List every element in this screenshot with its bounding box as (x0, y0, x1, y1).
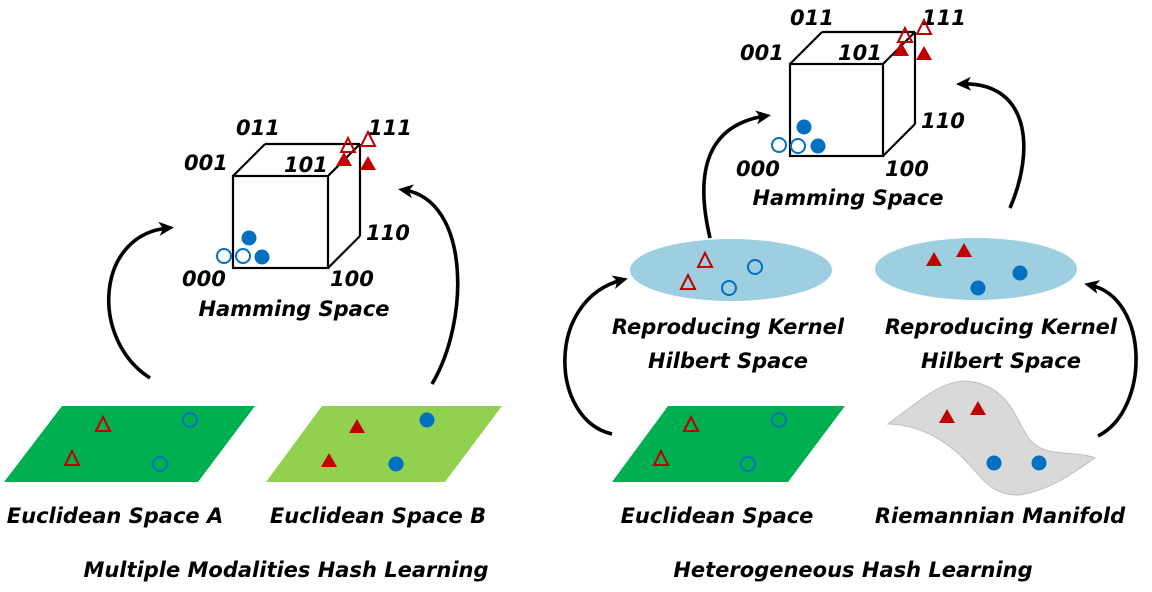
rkhs-right-ellipse (875, 238, 1077, 300)
left-panel-title: Multiple Modalities Hash Learning (83, 558, 488, 582)
rkhs-right-label-line1: Reproducing Kernel (885, 315, 1118, 339)
right-panel: 011 001 101 111 110 000 100 Hamming Spac… (563, 6, 1138, 582)
left-vertex-011: 011 (236, 116, 280, 140)
hollow-triangle-marker (63, 448, 81, 466)
filled-circle-marker (254, 249, 270, 265)
hollow-triangle-marker (696, 250, 714, 268)
hollow-triangle-marker (679, 272, 697, 290)
euclidean-space-b-label: Euclidean Space B (270, 504, 486, 528)
filled-circle-marker (388, 456, 404, 472)
hollow-circle-marker (216, 248, 232, 264)
euclidean-space-label: Euclidean Space (621, 504, 814, 528)
filled-triangle-marker (970, 401, 986, 415)
left-vertex-111: 111 (368, 116, 412, 140)
hollow-triangle-marker (359, 129, 377, 147)
riemannian-manifold-label: Riemannian Manifold (875, 504, 1126, 528)
filled-circle-marker (1012, 265, 1028, 281)
hollow-circle-marker (235, 248, 251, 264)
filled-triangle-marker (926, 252, 942, 266)
rkhs-right-label-line2: Hilbert Space (921, 349, 1081, 373)
hollow-circle-marker (771, 412, 787, 428)
hollow-circle-marker (721, 280, 737, 296)
filled-triangle-marker (360, 156, 376, 170)
right-cube-markers (771, 17, 933, 154)
left-vertex-110: 110 (366, 221, 410, 245)
hollow-triangle-marker (682, 414, 700, 432)
filled-circle-marker (241, 230, 257, 246)
curved-arrow-icon (1084, 280, 1138, 438)
hollow-triangle-marker (339, 135, 357, 153)
left-vertex-100: 100 (330, 267, 374, 291)
filled-circle-marker (970, 280, 986, 296)
curved-arrow-icon (702, 110, 771, 239)
filled-triangle-marker (321, 453, 337, 467)
filled-triangle-marker (916, 46, 932, 60)
euclidean-space-a-label: Euclidean Space A (7, 504, 223, 528)
curved-arrow-icon (563, 275, 628, 436)
left-vertex-000: 000 (182, 267, 226, 291)
right-vertex-101: 101 (838, 41, 882, 65)
hollow-circle-marker (182, 412, 198, 428)
rkhs-left-label-line1: Reproducing Kernel (612, 315, 845, 339)
hollow-triangle-marker (896, 25, 914, 43)
filled-triangle-marker (956, 243, 972, 257)
right-vertex-111: 111 (922, 6, 966, 30)
riemannian-manifold (886, 380, 1097, 496)
right-vertex-011: 011 (790, 6, 834, 30)
right-vertex-001: 001 (740, 41, 784, 65)
hollow-circle-marker (740, 456, 756, 472)
filled-triangle-marker (349, 419, 365, 433)
left-hamming-caption: Hamming Space (198, 297, 389, 321)
hollow-triangle-marker (652, 448, 670, 466)
left-vertex-001: 001 (184, 151, 228, 175)
left-panel: 011 001 101 111 110 000 100 Hamming Spac… (4, 116, 502, 582)
right-vertex-100: 100 (885, 157, 929, 181)
hollow-circle-marker (790, 138, 806, 154)
filled-circle-marker (1031, 455, 1047, 471)
filled-circle-marker (810, 138, 826, 154)
filled-triangle-marker (893, 42, 909, 56)
right-panel-title: Heterogeneous Hash Learning (673, 558, 1032, 582)
rkhs-left-ellipse (630, 239, 832, 301)
curved-arrow-icon (398, 184, 460, 385)
left-cube-markers (216, 129, 377, 265)
right-vertex-000: 000 (736, 157, 780, 181)
euclidean-space-b (266, 406, 502, 482)
hollow-triangle-marker (94, 414, 112, 432)
euclidean-space-right (612, 406, 845, 482)
right-hamming-caption: Hamming Space (752, 186, 943, 210)
filled-circle-marker (986, 455, 1002, 471)
hollow-circle-marker (747, 259, 763, 275)
euclidean-space-a (4, 406, 255, 482)
hollow-circle-marker (771, 137, 787, 153)
filled-circle-marker (796, 119, 812, 135)
filled-triangle-marker (939, 409, 955, 423)
hollow-circle-marker (152, 456, 168, 472)
curved-arrow-icon (107, 221, 174, 380)
filled-triangle-marker (336, 152, 352, 166)
hollow-triangle-marker (915, 17, 933, 35)
filled-circle-marker (419, 412, 435, 428)
curved-arrow-icon (956, 76, 1026, 209)
left-vertex-101: 101 (284, 153, 328, 177)
right-vertex-110: 110 (921, 109, 965, 133)
rkhs-left-label-line2: Hilbert Space (648, 349, 808, 373)
